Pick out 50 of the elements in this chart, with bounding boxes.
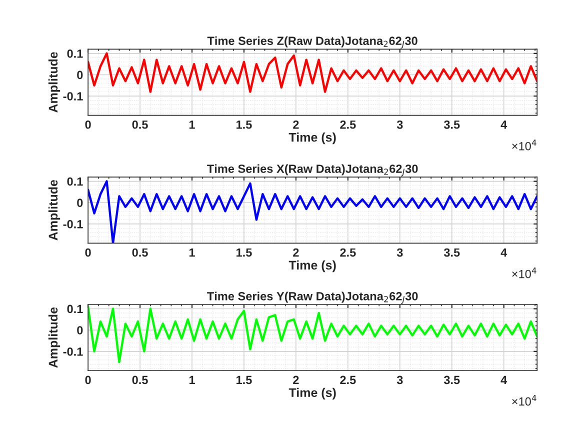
x-tick-label: 3.5 [444, 248, 460, 257]
x-tick-label: 4 [500, 376, 508, 384]
x-tick-label: 1.5 [236, 248, 252, 257]
y-tick-label: -0.1 [63, 347, 83, 356]
x-axis-title: Time (s) [288, 388, 336, 400]
y-axis-title: Amplitude [48, 52, 60, 112]
x-tick-label: 3 [396, 120, 403, 129]
y-tick-label: 0.1 [67, 304, 83, 314]
y-tick-label: 0 [77, 70, 83, 80]
x-tick-label: 4 [500, 248, 508, 257]
x-tick-label: 0 [85, 248, 91, 257]
x-tick-label: 1.5 [236, 376, 252, 384]
x-axis-title: Time (s) [288, 260, 336, 272]
y-tick-label: -0.1 [63, 92, 83, 100]
y-tick-label: -0.1 [63, 220, 83, 228]
x-tick-label: 2.5 [340, 120, 356, 129]
y-tick-label: 0.1 [67, 177, 83, 186]
y-axis-title: Amplitude [48, 180, 60, 240]
y-tick-label: 0 [77, 326, 83, 334]
line-series [88, 52, 538, 93]
x-tick-label: 1 [189, 248, 195, 257]
y-tick-label: 0.1 [67, 49, 83, 58]
x-tick-label: 0 [85, 376, 91, 384]
x-tick-label: 3.5 [444, 120, 460, 129]
x-tick-label: 2 [293, 120, 299, 129]
x-tick-label: 1.5 [236, 120, 252, 129]
x-tick-label: 1 [189, 120, 195, 129]
x-tick-label: 4 [500, 120, 508, 129]
text: ×10$^{4}$ [512, 268, 536, 278]
chart-title: Time Series Z(Raw Data)Jotana$_{2}$62$_{J}$30 [207, 36, 418, 49]
chart-title: Time Series Y(Raw Data)Jotana$_{2}$62$_{J}$30 [207, 292, 418, 304]
x-axis-title: Time (s) [288, 132, 336, 144]
text: ×10$^{4}$ [512, 140, 536, 150]
x-tick-label: 3 [396, 376, 403, 384]
x-tick-label: 0.5 [132, 248, 148, 257]
x-tick-label: 1 [189, 376, 195, 384]
x-tick-label: 2.5 [340, 376, 356, 384]
chart-title: Time Series X(Raw Data)Jotana$_{2}$62$_{J}$30 [207, 164, 418, 176]
x-tick-label: 2 [293, 376, 299, 384]
x-tick-label: 0.5 [132, 120, 148, 129]
y-axis-title: Amplitude [48, 307, 60, 368]
y-tick-label: 0 [77, 198, 83, 208]
x-tick-label: 0.5 [132, 376, 148, 384]
x-tick-label: 2 [293, 248, 299, 257]
x-tick-label: 0 [85, 120, 91, 129]
x-tick-label: 3.5 [444, 376, 460, 384]
x-tick-label: 3 [396, 248, 403, 257]
x-tick-label: 2.5 [340, 248, 356, 257]
text: ×10$^{4}$ [512, 395, 536, 406]
line-series [88, 180, 538, 244]
